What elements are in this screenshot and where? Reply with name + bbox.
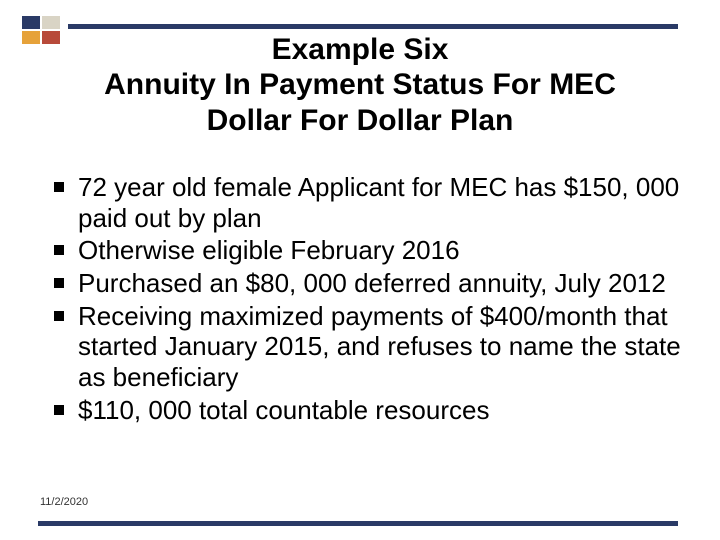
title-line-2: Annuity In Payment Status For MEC bbox=[40, 67, 680, 102]
list-item: Purchased an $80, 000 deferred annuity, … bbox=[48, 268, 684, 299]
list-item: Otherwise eligible February 2016 bbox=[48, 235, 684, 266]
title-line-1: Example Six bbox=[40, 32, 680, 67]
bottom-divider bbox=[38, 521, 678, 526]
logo-square-tr bbox=[42, 16, 60, 29]
logo-square-tl bbox=[22, 16, 40, 29]
top-divider bbox=[68, 24, 678, 29]
bullet-text: Receiving maximized payments of $400/mon… bbox=[78, 301, 681, 392]
logo-square-bl bbox=[22, 31, 40, 44]
list-item: 72 year old female Applicant for MEC has… bbox=[48, 172, 684, 233]
title-line-3: Dollar For Dollar Plan bbox=[40, 103, 680, 138]
list-item: $110, 000 total countable resources bbox=[48, 395, 684, 426]
bullet-list: 72 year old female Applicant for MEC has… bbox=[48, 172, 684, 427]
list-item: Receiving maximized payments of $400/mon… bbox=[48, 301, 684, 393]
bullet-text: Purchased an $80, 000 deferred annuity, … bbox=[78, 268, 666, 298]
bullet-text: Otherwise eligible February 2016 bbox=[78, 235, 460, 265]
bullet-text: 72 year old female Applicant for MEC has… bbox=[78, 172, 679, 233]
slide-title: Example Six Annuity In Payment Status Fo… bbox=[40, 32, 680, 138]
bullet-text: $110, 000 total countable resources bbox=[78, 395, 489, 425]
footer-date: 11/2/2020 bbox=[40, 496, 88, 508]
slide: Example Six Annuity In Payment Status Fo… bbox=[0, 0, 720, 540]
